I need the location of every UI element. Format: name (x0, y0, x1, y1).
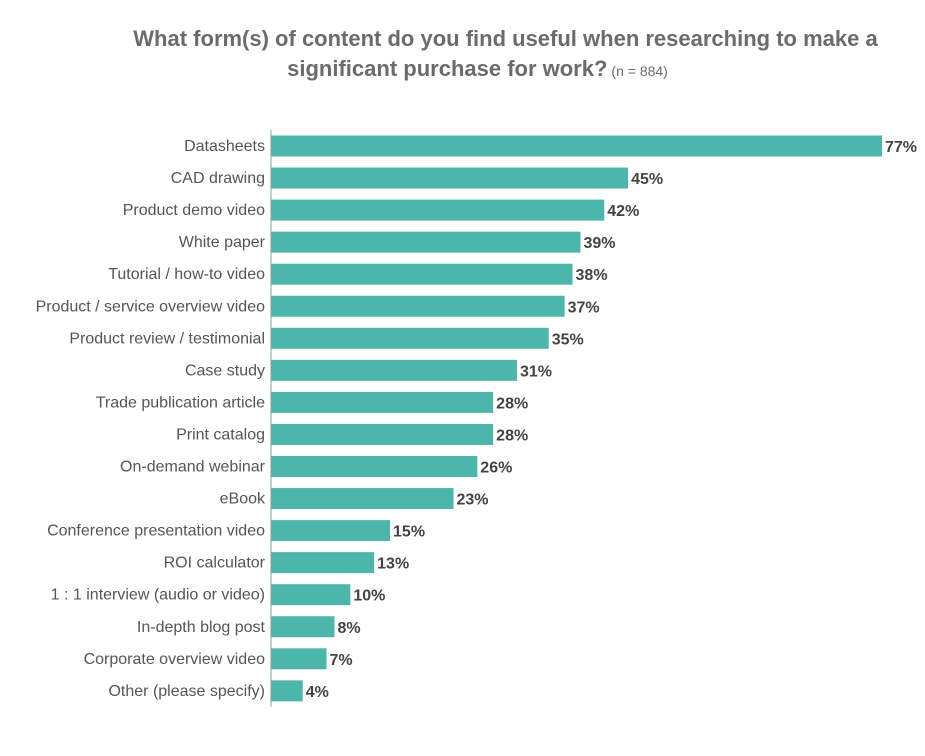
bars-layer: Datasheets 77% CAD drawing 45% Product demo … (36, 135, 917, 702)
value-label: 39% (583, 235, 615, 252)
category-label: 1 : 1 interview (audio or video) (51, 587, 265, 604)
category-label: Tutorial / how-to video (108, 266, 265, 283)
bar (271, 263, 573, 285)
value-label: 42% (607, 203, 639, 220)
category-label: Conference presentation video (47, 523, 265, 540)
category-label: Other (please specify) (108, 683, 265, 700)
bar (271, 552, 375, 574)
category-label: CAD drawing (171, 170, 265, 187)
value-label: 26% (480, 460, 512, 477)
bar (271, 295, 565, 317)
bar (271, 423, 494, 445)
chart-sample-size: (n = 884) (611, 63, 668, 79)
category-label: Product / service overview video (36, 298, 266, 315)
bar (271, 520, 391, 542)
value-label: 4% (306, 684, 329, 701)
category-label: On-demand webinar (120, 459, 266, 476)
bar (271, 231, 581, 253)
bar (271, 488, 454, 510)
bar (271, 648, 327, 670)
bar (271, 199, 605, 221)
bar (271, 616, 335, 638)
value-label: 37% (568, 299, 600, 316)
category-label: eBook (220, 491, 266, 508)
bar (271, 456, 478, 477)
category-label: White paper (179, 234, 266, 251)
category-label: Product demo video (123, 202, 265, 219)
value-label: 35% (552, 331, 584, 348)
category-label: Trade publication article (96, 394, 265, 411)
category-label: In-depth blog post (137, 619, 266, 636)
bar (271, 135, 882, 157)
value-label: 77% (885, 139, 917, 156)
value-label: 10% (353, 588, 385, 605)
value-label: 7% (330, 652, 353, 669)
category-label: ROI calculator (164, 555, 266, 572)
bar (271, 391, 494, 413)
value-label: 31% (520, 363, 552, 380)
category-label: Product review / testimonial (69, 330, 265, 347)
category-label: Case study (185, 362, 265, 379)
category-label: Datasheets (184, 138, 265, 155)
chart-title-line2: significant purchase for work? (287, 56, 608, 81)
bar (271, 584, 351, 606)
value-label: 15% (393, 524, 425, 541)
bar (271, 359, 517, 381)
bar (271, 167, 629, 189)
category-label: Corporate overview video (84, 651, 266, 668)
value-label: 38% (576, 267, 608, 284)
value-label: 28% (496, 395, 528, 412)
chart-title-line1: What form(s) of content do you find usef… (133, 26, 878, 51)
value-label: 23% (457, 492, 489, 509)
value-label: 13% (377, 556, 409, 573)
value-label: 28% (496, 427, 528, 444)
bar (271, 680, 303, 702)
value-label: 45% (631, 171, 663, 188)
category-label: Print catalog (176, 426, 265, 443)
chart-title: What form(s) of content do you find usef… (0, 24, 925, 84)
value-label: 8% (337, 620, 360, 637)
bar (271, 327, 549, 349)
